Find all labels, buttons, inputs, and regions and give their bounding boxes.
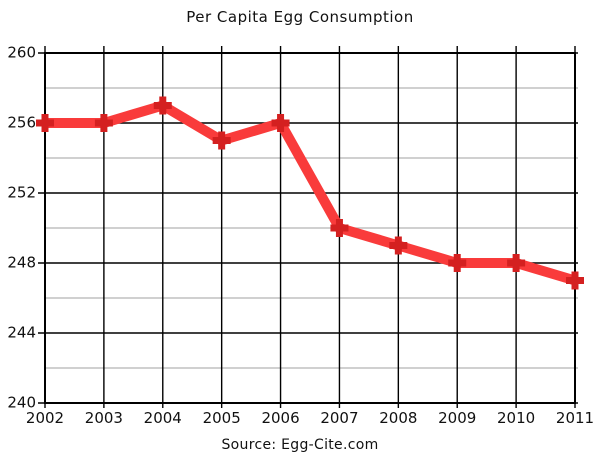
x-tick-label: 2011 (555, 409, 595, 427)
y-tick-label: 244 (7, 323, 36, 342)
x-tick-label: 2007 (320, 409, 359, 427)
x-tick-label: 2010 (497, 409, 536, 427)
y-tick-label: 256 (7, 113, 36, 132)
plot-border (44, 52, 576, 404)
y-tick-label: 252 (7, 183, 36, 202)
x-tick-label: 2008 (379, 409, 418, 427)
source-caption: Source: Egg-Cite.com (221, 437, 379, 453)
y-tick-label: 248 (7, 253, 36, 272)
x-tick-label: 2009 (438, 409, 477, 427)
x-tick-label: 2004 (143, 409, 182, 427)
data-line (45, 100, 577, 286)
x-tick-label: 2003 (84, 409, 123, 427)
y-tick-label: 240 (7, 393, 36, 412)
chart-title: Per Capita Egg Consumption (186, 8, 414, 26)
x-tick-label: 2006 (261, 409, 300, 427)
x-tick-label: 2002 (25, 409, 65, 427)
x-tick-label: 2005 (202, 409, 241, 427)
y-tick-label: 260 (7, 43, 36, 62)
